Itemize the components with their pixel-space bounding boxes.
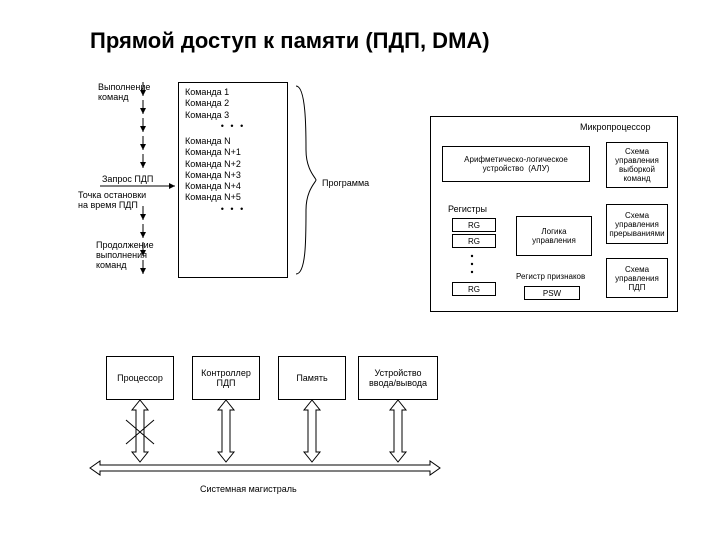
bus-cpu-box: Процессор <box>106 356 174 400</box>
dma-box: Схема управления ПДП <box>606 258 668 298</box>
program-label: Программа <box>322 178 369 188</box>
logic-box: Логика управления <box>516 216 592 256</box>
stop-label: Точка остановки на время ПДП <box>78 190 146 210</box>
fetch-box: Схема управления выборкой команд <box>606 142 668 188</box>
cmd-top-3: Команда 3 <box>185 110 281 121</box>
rg-box-3: RG <box>452 282 496 296</box>
rg-box-1: RG <box>452 218 496 232</box>
cmd-top-1: Команда 1 <box>185 87 281 98</box>
cmd-mid-1: Команда N <box>185 136 281 147</box>
registers-label: Регистры <box>448 204 487 214</box>
cmd-mid-6: Команда N+5 <box>185 192 281 203</box>
page-title: Прямой доступ к памяти (ПДП, DMA) <box>90 28 490 54</box>
flags-label: Регистр признаков <box>516 272 585 281</box>
bus-mem-box: Память <box>278 356 346 400</box>
bus-io-box: Устройство ввода/вывода <box>358 356 438 400</box>
cmd-mid-4: Команда N+3 <box>185 170 281 181</box>
alu-box: Арифметическо-логическое устройство (АЛУ… <box>442 146 590 182</box>
cmd-mid-2: Команда N+1 <box>185 147 281 158</box>
cmd-top-2: Команда 2 <box>185 98 281 109</box>
irq-box: Схема управления прерываниями <box>606 204 668 244</box>
bus-label: Системная магистраль <box>200 484 297 494</box>
rg-box-2: RG <box>452 234 496 248</box>
cpu-title: Микропроцессор <box>580 122 651 132</box>
cmd-mid-3: Команда N+2 <box>185 159 281 170</box>
continue-label: Продолжение выполнения команд <box>96 240 154 270</box>
psw-box: PSW <box>524 286 580 300</box>
request-label: Запрос ПДП <box>102 174 153 184</box>
command-list-box: Команда 1 Команда 2 Команда 3 • • • Кома… <box>178 82 288 278</box>
exec-label: Выполнение команд <box>98 82 150 102</box>
cmd-mid-5: Команда N+4 <box>185 181 281 192</box>
bus-ctrl-box: Контроллер ПДП <box>192 356 260 400</box>
